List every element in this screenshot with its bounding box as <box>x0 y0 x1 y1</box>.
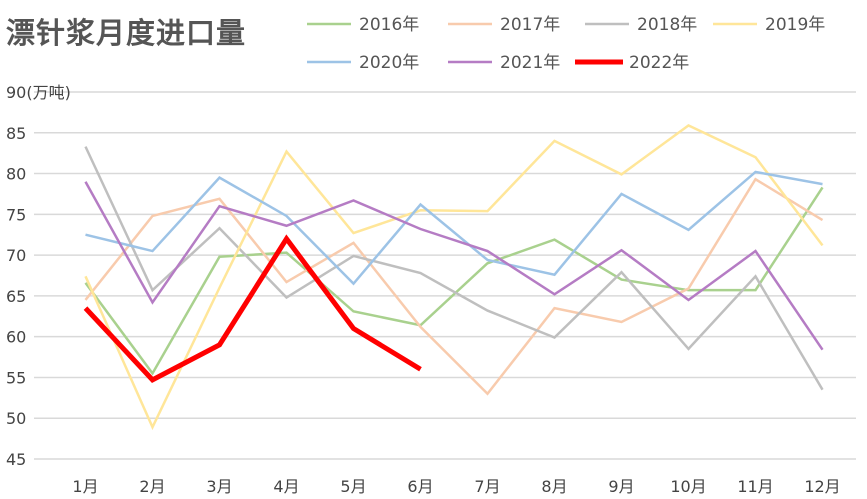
y-tick-label: 55 <box>6 368 26 387</box>
y-tick-label: 80 <box>6 165 26 184</box>
x-tick-label: 10月 <box>670 477 706 496</box>
x-tick-label: 4月 <box>273 477 299 496</box>
legend-label: 2019年 <box>765 15 825 35</box>
series-line-2016年 <box>84 186 824 376</box>
chart-title: 漂针浆月度进口量 <box>6 16 247 50</box>
series-line-2021年 <box>84 181 824 351</box>
series-line-2018年 <box>84 146 824 391</box>
series-line-2020年 <box>85 170 823 286</box>
series-line-2022年 <box>83 234 422 383</box>
y-tick-label: 60 <box>6 328 26 347</box>
y-tick-label: 90(万吨) <box>6 83 71 102</box>
x-tick-label: 1月 <box>72 477 98 496</box>
x-tick-label: 3月 <box>206 477 232 496</box>
y-tick-label: 85 <box>6 124 26 143</box>
legend-label: 2021年 <box>500 53 560 73</box>
y-tick-label: 65 <box>6 287 26 306</box>
x-tick-label: 6月 <box>407 477 433 496</box>
y-tick-label: 70 <box>6 246 26 265</box>
series-line-2017年 <box>84 177 824 396</box>
x-tick-label: 9月 <box>608 477 634 496</box>
y-tick-label: 45 <box>6 450 26 469</box>
x-tick-label: 2月 <box>139 477 165 496</box>
y-tick-label: 75 <box>6 205 26 224</box>
x-tick-label: 7月 <box>474 477 500 496</box>
x-tick-label: 8月 <box>541 477 567 496</box>
x-tick-label: 5月 <box>340 477 366 496</box>
y-tick-label: 50 <box>6 409 26 428</box>
legend-label: 2016年 <box>359 15 419 35</box>
legend-label: 2018年 <box>637 15 697 35</box>
legend-label: 2017年 <box>500 15 560 35</box>
x-tick-label: 11月 <box>737 477 773 496</box>
series-line-2019年 <box>84 123 824 431</box>
legend-label: 2020年 <box>359 53 419 73</box>
x-tick-label: 12月 <box>804 477 840 496</box>
legend-label: 2022年 <box>629 53 689 73</box>
